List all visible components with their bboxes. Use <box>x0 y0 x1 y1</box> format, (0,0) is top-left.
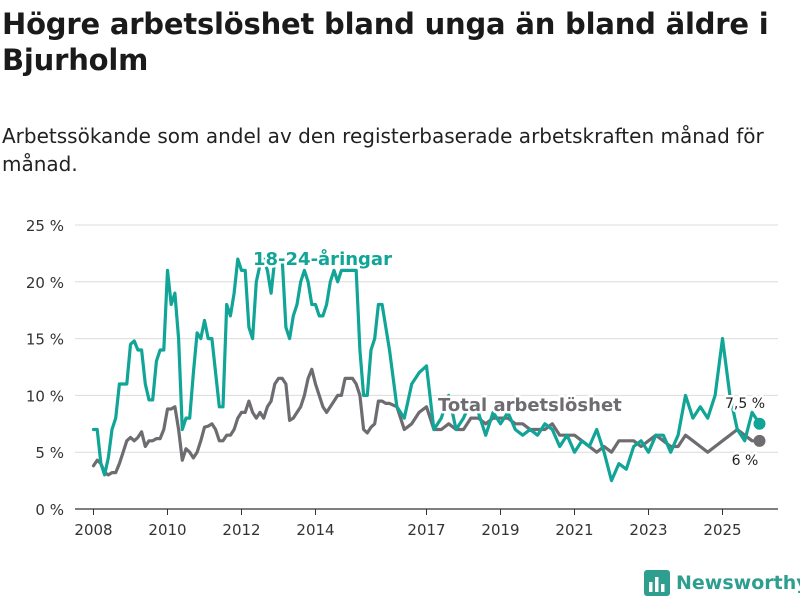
series-end-point <box>753 417 766 430</box>
y-tick-label: 15 % <box>26 331 64 349</box>
x-tick-label: 2008 <box>74 521 112 539</box>
series-end-label-halo: 7,5 % <box>725 396 765 412</box>
bar-chart-logo-icon <box>644 570 670 596</box>
brand-name: Newsworthy <box>676 572 800 594</box>
brand-logo: Newsworthy <box>644 568 800 598</box>
page-subtitle: Arbetssökande som andel av den registerb… <box>2 124 764 176</box>
series-lines <box>91 257 766 483</box>
series-name-label-halo: 18-24-åringar <box>253 248 392 270</box>
x-tick-label: 2019 <box>481 521 519 539</box>
series-name-label: 18-24-åringar <box>253 248 392 270</box>
y-tick-label: 20 % <box>26 274 64 292</box>
series-end-label: 6 % <box>732 453 759 469</box>
series-name-label-halo: Total arbetslöshet <box>438 395 622 416</box>
series-end-point <box>753 434 766 447</box>
y-axis: 0 % 5 % 10 % 15 % 20 % 25 % <box>26 217 64 519</box>
series-end-label: 7,5 % <box>725 396 765 412</box>
y-tick-label: 5 % <box>35 444 64 462</box>
y-tick-label: 0 % <box>35 501 64 519</box>
y-tick-label: 10 % <box>26 387 64 405</box>
x-tick-label: 2010 <box>148 521 186 539</box>
series-end-label-halo: 6 % <box>732 453 759 469</box>
x-axis: 2008 2010 2012 2014 2017 2019 2021 2023 2025 <box>74 509 742 539</box>
x-tick-label: 2025 <box>703 521 741 539</box>
series-line <box>91 257 762 483</box>
x-tick-label: 2017 <box>407 521 445 539</box>
x-tick-label: 2021 <box>555 521 593 539</box>
series-name-label: Total arbetslöshet <box>438 395 622 416</box>
y-tick-label: 25 % <box>26 217 64 235</box>
x-tick-label: 2023 <box>629 521 667 539</box>
line-chart: 0 %5 %10 %15 %20 %25 % 2008 2010 2012 2014 2… <box>26 217 778 539</box>
x-tick-label: 2012 <box>222 521 260 539</box>
x-tick-label: 2014 <box>296 521 334 539</box>
page-title: Högre arbetslöshet bland unga än bland ä… <box>2 7 769 77</box>
series-line <box>91 367 762 477</box>
